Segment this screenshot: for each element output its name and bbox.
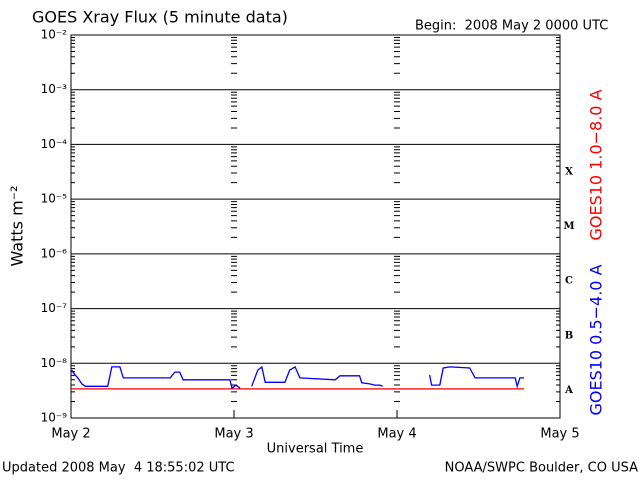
y-tick-label: 10⁻³	[41, 82, 68, 96]
x-axis-label: Universal Time	[267, 442, 364, 457]
x-tick-label: May 3	[214, 427, 253, 442]
footer-left: Updated 2008 May 4 18:55:02 UTC	[2, 461, 235, 476]
y-tick-label: 10⁻⁸	[41, 356, 68, 370]
y-tick-label: 10⁻⁷	[41, 301, 68, 315]
x-tick-label: May 4	[377, 427, 416, 442]
x-tick-label: May 2	[51, 427, 90, 442]
plot-frame	[70, 34, 561, 419]
chart-subtitle: Begin: 2008 May 2 0000 UTC	[415, 19, 608, 34]
y-tick-label: 10⁻⁴	[41, 137, 68, 151]
series-line	[71, 365, 524, 390]
chart-title: GOES Xray Flux (5 minute data)	[32, 8, 288, 27]
y-tick-label: 10⁻²	[41, 28, 68, 42]
flare-class: B	[565, 330, 573, 341]
flare-class: A	[564, 385, 573, 396]
footer-right: NOAA/SWPC Boulder, CO USA	[445, 461, 638, 476]
y-tick-label: 10⁻⁹	[41, 411, 68, 425]
y-axis-label: Watts m⁻²	[8, 185, 27, 266]
legend-label: GOES10 1.0−8.0 A	[587, 89, 606, 240]
legend-label: GOES10 0.5−4.0 A	[587, 264, 606, 415]
y-tick-label: 10⁻⁶	[41, 246, 68, 260]
minor-ticks	[71, 37, 560, 403]
x-tick-label: May 5	[540, 427, 579, 442]
flare-class: X	[565, 166, 573, 177]
y-tick-label: 10⁻⁵	[41, 192, 68, 206]
flare-class: C	[565, 276, 573, 287]
flare-class: M	[563, 221, 574, 232]
